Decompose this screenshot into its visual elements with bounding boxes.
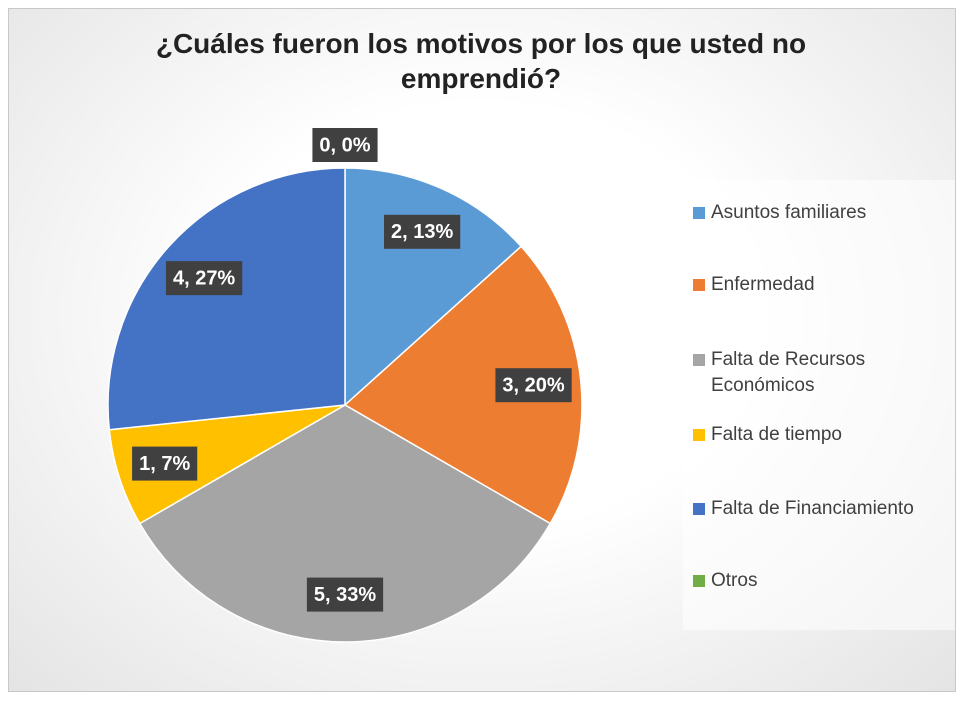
legend-label: Enfermedad xyxy=(711,274,815,295)
data-label-text: 5, 33% xyxy=(314,584,376,606)
legend-entry: Asuntos familiares xyxy=(693,200,951,226)
legend-entry: Enfermedad xyxy=(693,272,951,298)
data-label-box xyxy=(312,128,378,162)
chart-title: ¿Cuáles fueron los motivos por los que u… xyxy=(155,28,807,94)
data-label-text: 4, 27% xyxy=(173,267,235,289)
legend-entry: Otros xyxy=(693,568,951,594)
legend-label: Falta de tiempo xyxy=(711,424,842,445)
legend-label: Falta de Financiamiento xyxy=(711,498,914,519)
legend-entry: Falta de Financiamiento xyxy=(693,496,951,522)
data-label: 5, 33% xyxy=(306,577,384,612)
pie-slice xyxy=(107,167,346,431)
legend-swatch xyxy=(693,429,705,441)
data-label-box xyxy=(306,577,384,612)
data-label: 2, 13% xyxy=(383,214,461,249)
legend-swatch xyxy=(693,503,705,515)
data-label-text: 1, 7% xyxy=(139,453,190,475)
legend-label: Falta de Recursos Económicos xyxy=(711,349,866,396)
legend-label: Otros xyxy=(711,570,758,591)
data-label: 0, 0% xyxy=(312,128,378,162)
data-label-text: 2, 13% xyxy=(391,221,453,243)
data-label-box xyxy=(495,368,572,403)
legend-swatch xyxy=(693,575,705,587)
legend-label: Asuntos familiares xyxy=(711,202,867,223)
legend-swatch xyxy=(693,207,705,219)
data-label-text: 0, 0% xyxy=(319,134,370,156)
legend-entry: Falta de tiempo xyxy=(693,422,951,448)
data-label: 1, 7% xyxy=(132,446,198,481)
legend-entry: Falta de Recursos Económicos xyxy=(693,347,951,399)
legend-swatch xyxy=(693,279,705,291)
data-label: 3, 20% xyxy=(495,368,572,403)
data-label-text: 3, 20% xyxy=(502,374,564,396)
data-label: 4, 27% xyxy=(165,261,243,296)
data-label-box xyxy=(132,446,198,481)
data-label-box xyxy=(165,261,243,296)
legend: Asuntos familiares Enfermedad Falta de Rec… xyxy=(683,180,955,630)
pie-slice xyxy=(138,404,552,643)
pie-slice xyxy=(343,245,583,525)
legend-swatch xyxy=(693,354,705,366)
data-label-box xyxy=(383,214,461,249)
